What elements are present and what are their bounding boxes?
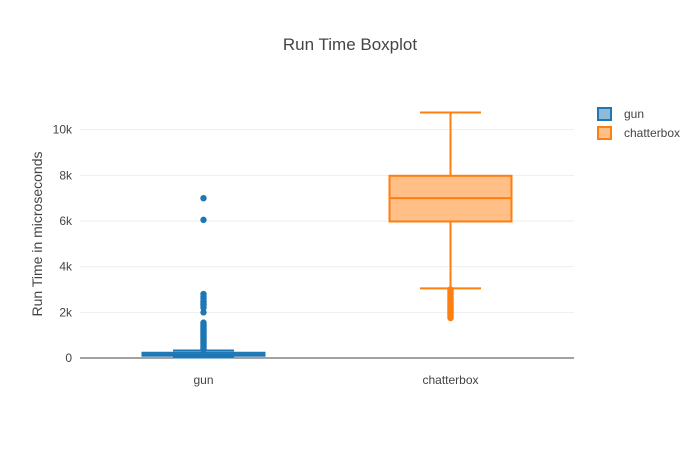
box-gun[interactable] — [141, 194, 266, 359]
legend-item-chatterbox[interactable]: chatterbox — [597, 126, 680, 140]
outlier-point — [200, 309, 207, 316]
y-axis-ticks: 0 2k 4k 6k 8k 10k — [53, 123, 73, 365]
legend-item-gun[interactable]: gun — [597, 107, 644, 121]
legend-swatch — [597, 126, 612, 140]
outlier-point — [200, 346, 207, 353]
x-tick-label: chatterbox — [422, 373, 478, 387]
box-chatterbox[interactable] — [388, 111, 513, 322]
y-tick-label: 0 — [65, 351, 72, 365]
x-axis-ticks: gun chatterbox — [193, 373, 478, 387]
legend-label: gun — [624, 107, 644, 121]
legend[interactable]: gun chatterbox — [597, 107, 680, 140]
legend-swatch — [597, 107, 612, 121]
plot-area — [80, 111, 574, 359]
x-tick-label: gun — [193, 373, 213, 387]
y-tick-label: 8k — [59, 168, 73, 182]
outlier-point — [200, 194, 207, 202]
outlier-point — [447, 314, 454, 322]
outlier-point — [200, 304, 207, 311]
legend-label: chatterbox — [624, 126, 680, 140]
chart-title: Run Time Boxplot — [283, 35, 417, 54]
y-tick-label: 4k — [59, 260, 73, 274]
outlier-point — [200, 216, 207, 224]
y-axis-title: Run Time in microseconds — [29, 152, 45, 317]
y-tick-label: 2k — [59, 305, 73, 319]
y-tick-label: 6k — [59, 214, 73, 228]
y-tick-label: 10k — [53, 123, 73, 137]
